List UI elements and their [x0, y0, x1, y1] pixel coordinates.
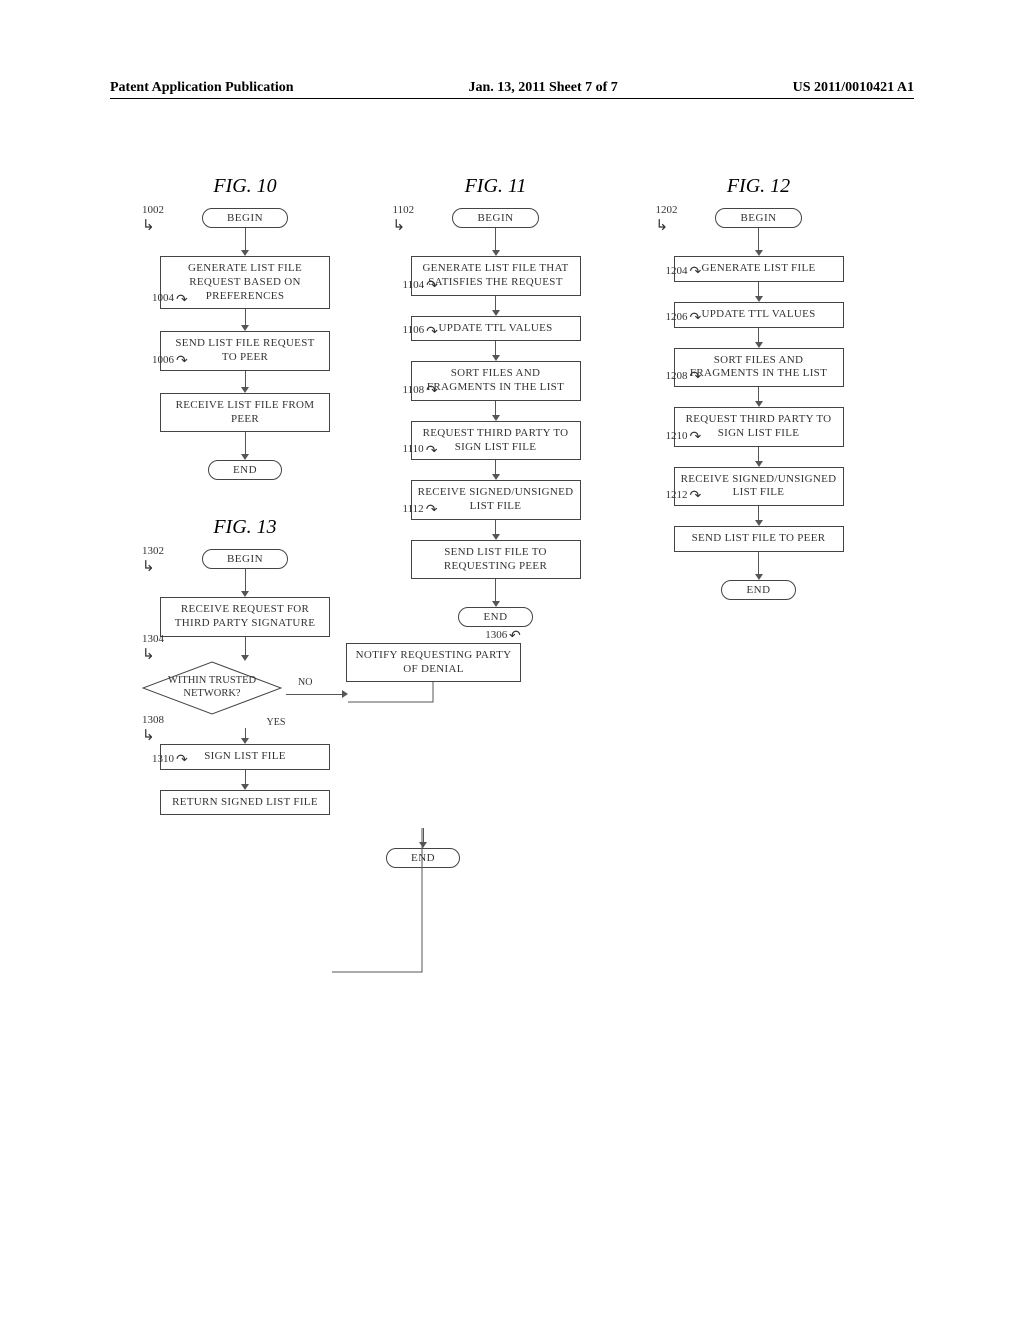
ref-1304: 1304↳: [142, 633, 164, 659]
fig11-label: FIG. 11: [465, 175, 527, 198]
fig10-begin: BEGIN: [202, 208, 288, 228]
ref-1106: 1106↷: [403, 324, 438, 336]
fig13-label: FIG. 13: [213, 516, 276, 539]
fig10-column: FIG. 10 BEGIN 1002↳ GENERATE LIST FILE R…: [140, 175, 350, 815]
ref-1212: 1212↷: [666, 489, 702, 501]
fig11-end: END: [458, 607, 532, 627]
header-right: US 2011/0010421 A1: [793, 80, 914, 96]
ref-1112: 1112↷: [403, 503, 438, 515]
yes-label: YES: [267, 717, 286, 728]
page-header: Patent Application Publication Jan. 13, …: [110, 80, 914, 99]
fig12-end: END: [721, 580, 795, 600]
fig11-step-1112: SEND LIST FILE TO REQUESTING PEER: [411, 540, 581, 580]
fig13-end: END: [386, 848, 460, 868]
ref-1204: 1204↷: [666, 265, 702, 277]
ref-1202: 1202↳: [656, 204, 678, 230]
fig13-area: FIG. 13 BEGIN 1302↳ RECEIVE REQUEST FOR …: [140, 516, 350, 815]
ref-1208: 1208↷: [666, 370, 702, 382]
fig11-begin: BEGIN: [452, 208, 538, 228]
ref-1002: 1002↳: [142, 204, 164, 230]
ref-1310: 1310↷: [152, 753, 188, 765]
ref-1306: 1306↷: [485, 629, 521, 641]
ref-1206: 1206↷: [666, 311, 702, 323]
fig13-step-1306: NOTIFY REQUESTING PARTY OF DENIAL: [346, 643, 521, 683]
fig13-decision: WITHIN TRUSTED NETWORK?: [142, 661, 282, 715]
figures-area: FIG. 10 BEGIN 1002↳ GENERATE LIST FILE R…: [140, 175, 910, 815]
ref-1102: 1102↳: [393, 204, 415, 230]
fig10-step-1006: RECEIVE LIST FILE FROM PEER: [160, 393, 330, 433]
merge-connector: [346, 682, 521, 726]
fig10-end: END: [208, 460, 282, 480]
header-center: Jan. 13, 2011 Sheet 7 of 7: [468, 80, 617, 96]
ref-1308: 1308↳: [142, 714, 164, 740]
fig12-step-1212: SEND LIST FILE TO PEER: [674, 526, 844, 552]
fig10-label: FIG. 10: [213, 175, 276, 198]
ref-1108: 1108↷: [403, 384, 438, 396]
fig12-begin: BEGIN: [715, 208, 801, 228]
ref-1210: 1210↷: [666, 430, 702, 442]
fig12-label: FIG. 12: [727, 175, 790, 198]
ref-1110: 1110↷: [403, 443, 438, 455]
ref-1302: 1302↳: [142, 545, 164, 571]
fig13-step-1302: RECEIVE REQUEST FOR THIRD PARTY SIGNATUR…: [160, 597, 330, 637]
fig13-step-1310: RETURN SIGNED LIST FILE: [160, 790, 330, 816]
fig12-column: FIG. 12 BEGIN 1202↳ GENERATE LIST FILE 1…: [641, 175, 876, 815]
fig13-begin: BEGIN: [202, 549, 288, 569]
ref-1104: 1104↷: [403, 279, 438, 291]
ref-1006: 1006↷: [152, 354, 188, 366]
header-left: Patent Application Publication: [110, 80, 294, 96]
ref-1004: 1004↷: [152, 292, 188, 304]
no-label: NO: [298, 677, 312, 688]
